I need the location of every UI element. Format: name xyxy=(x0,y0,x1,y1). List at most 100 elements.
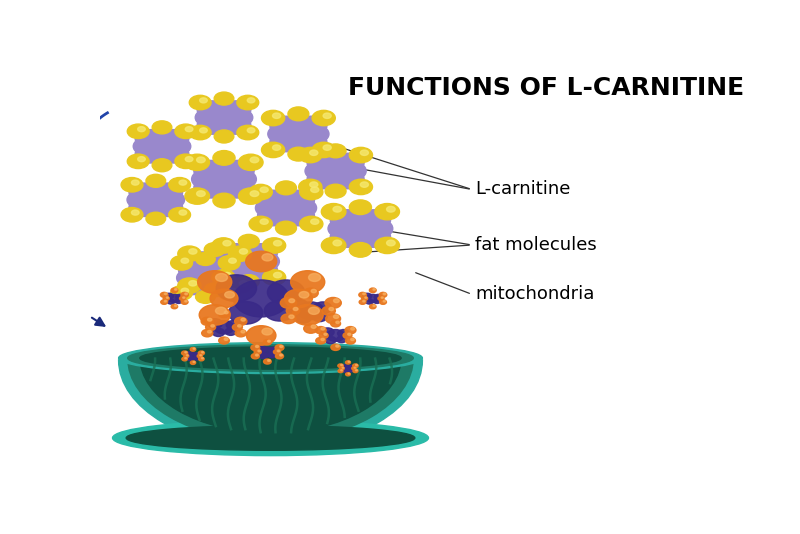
Ellipse shape xyxy=(179,180,186,185)
Ellipse shape xyxy=(322,203,346,220)
Ellipse shape xyxy=(140,347,401,369)
Ellipse shape xyxy=(330,210,364,231)
Ellipse shape xyxy=(118,343,422,374)
Ellipse shape xyxy=(311,325,316,328)
Ellipse shape xyxy=(170,256,193,270)
Ellipse shape xyxy=(325,336,336,344)
Ellipse shape xyxy=(207,331,211,333)
Ellipse shape xyxy=(212,111,236,125)
Ellipse shape xyxy=(141,182,170,200)
Ellipse shape xyxy=(190,260,220,278)
Ellipse shape xyxy=(292,304,323,325)
Ellipse shape xyxy=(341,370,342,371)
Ellipse shape xyxy=(309,307,319,315)
Ellipse shape xyxy=(118,272,422,449)
Ellipse shape xyxy=(282,134,314,153)
Ellipse shape xyxy=(153,198,182,216)
Ellipse shape xyxy=(214,320,234,334)
Ellipse shape xyxy=(171,288,178,293)
Ellipse shape xyxy=(209,117,239,136)
Ellipse shape xyxy=(338,364,343,367)
Ellipse shape xyxy=(161,137,190,155)
Ellipse shape xyxy=(185,154,210,170)
Ellipse shape xyxy=(274,200,298,216)
Ellipse shape xyxy=(184,355,189,358)
Ellipse shape xyxy=(295,312,311,323)
Ellipse shape xyxy=(255,198,287,218)
Ellipse shape xyxy=(343,365,353,371)
Ellipse shape xyxy=(366,294,379,303)
Ellipse shape xyxy=(195,108,225,127)
Ellipse shape xyxy=(333,153,364,173)
Ellipse shape xyxy=(275,354,283,359)
Ellipse shape xyxy=(127,154,149,169)
Ellipse shape xyxy=(170,286,193,300)
Ellipse shape xyxy=(189,249,197,254)
Ellipse shape xyxy=(250,157,258,163)
Ellipse shape xyxy=(161,300,167,304)
Ellipse shape xyxy=(338,370,343,373)
Ellipse shape xyxy=(319,333,328,339)
Ellipse shape xyxy=(178,278,201,293)
Ellipse shape xyxy=(349,365,355,370)
Ellipse shape xyxy=(238,188,263,204)
Ellipse shape xyxy=(348,373,350,374)
Ellipse shape xyxy=(218,337,230,344)
Ellipse shape xyxy=(129,183,158,201)
Ellipse shape xyxy=(268,352,276,358)
Ellipse shape xyxy=(190,348,196,351)
Ellipse shape xyxy=(198,116,227,134)
Ellipse shape xyxy=(223,240,231,246)
Ellipse shape xyxy=(182,300,188,304)
Ellipse shape xyxy=(300,216,323,232)
Ellipse shape xyxy=(204,283,225,297)
Ellipse shape xyxy=(334,299,339,303)
Text: fat molecules: fat molecules xyxy=(475,236,597,254)
Ellipse shape xyxy=(290,300,309,312)
Ellipse shape xyxy=(186,252,218,271)
Ellipse shape xyxy=(255,354,258,356)
Ellipse shape xyxy=(346,373,350,376)
Ellipse shape xyxy=(135,130,165,148)
Ellipse shape xyxy=(270,189,302,208)
Ellipse shape xyxy=(195,290,215,303)
Ellipse shape xyxy=(307,169,338,189)
Ellipse shape xyxy=(202,276,232,295)
Ellipse shape xyxy=(229,258,236,263)
Ellipse shape xyxy=(262,328,272,335)
Ellipse shape xyxy=(210,289,238,308)
Ellipse shape xyxy=(334,315,338,318)
Ellipse shape xyxy=(325,297,342,308)
Ellipse shape xyxy=(129,198,158,216)
Ellipse shape xyxy=(185,293,187,295)
Ellipse shape xyxy=(169,208,190,222)
Ellipse shape xyxy=(260,187,268,192)
Ellipse shape xyxy=(355,370,358,371)
Ellipse shape xyxy=(280,297,297,308)
Ellipse shape xyxy=(229,278,251,293)
Ellipse shape xyxy=(258,190,289,210)
Ellipse shape xyxy=(247,98,255,103)
Ellipse shape xyxy=(330,320,341,327)
Ellipse shape xyxy=(342,369,348,373)
Ellipse shape xyxy=(350,242,371,257)
Ellipse shape xyxy=(274,240,282,246)
Ellipse shape xyxy=(181,288,189,293)
Ellipse shape xyxy=(147,128,177,147)
Ellipse shape xyxy=(374,299,380,303)
Ellipse shape xyxy=(366,299,373,304)
Ellipse shape xyxy=(199,250,230,270)
Ellipse shape xyxy=(373,288,375,290)
Ellipse shape xyxy=(224,338,228,340)
Ellipse shape xyxy=(323,113,331,119)
Ellipse shape xyxy=(347,221,374,237)
Ellipse shape xyxy=(348,361,350,363)
Ellipse shape xyxy=(214,92,234,105)
Ellipse shape xyxy=(380,300,386,304)
Ellipse shape xyxy=(168,294,181,303)
Ellipse shape xyxy=(223,108,253,127)
Ellipse shape xyxy=(286,307,300,315)
Ellipse shape xyxy=(212,238,235,253)
Ellipse shape xyxy=(246,244,278,263)
Ellipse shape xyxy=(283,206,314,226)
